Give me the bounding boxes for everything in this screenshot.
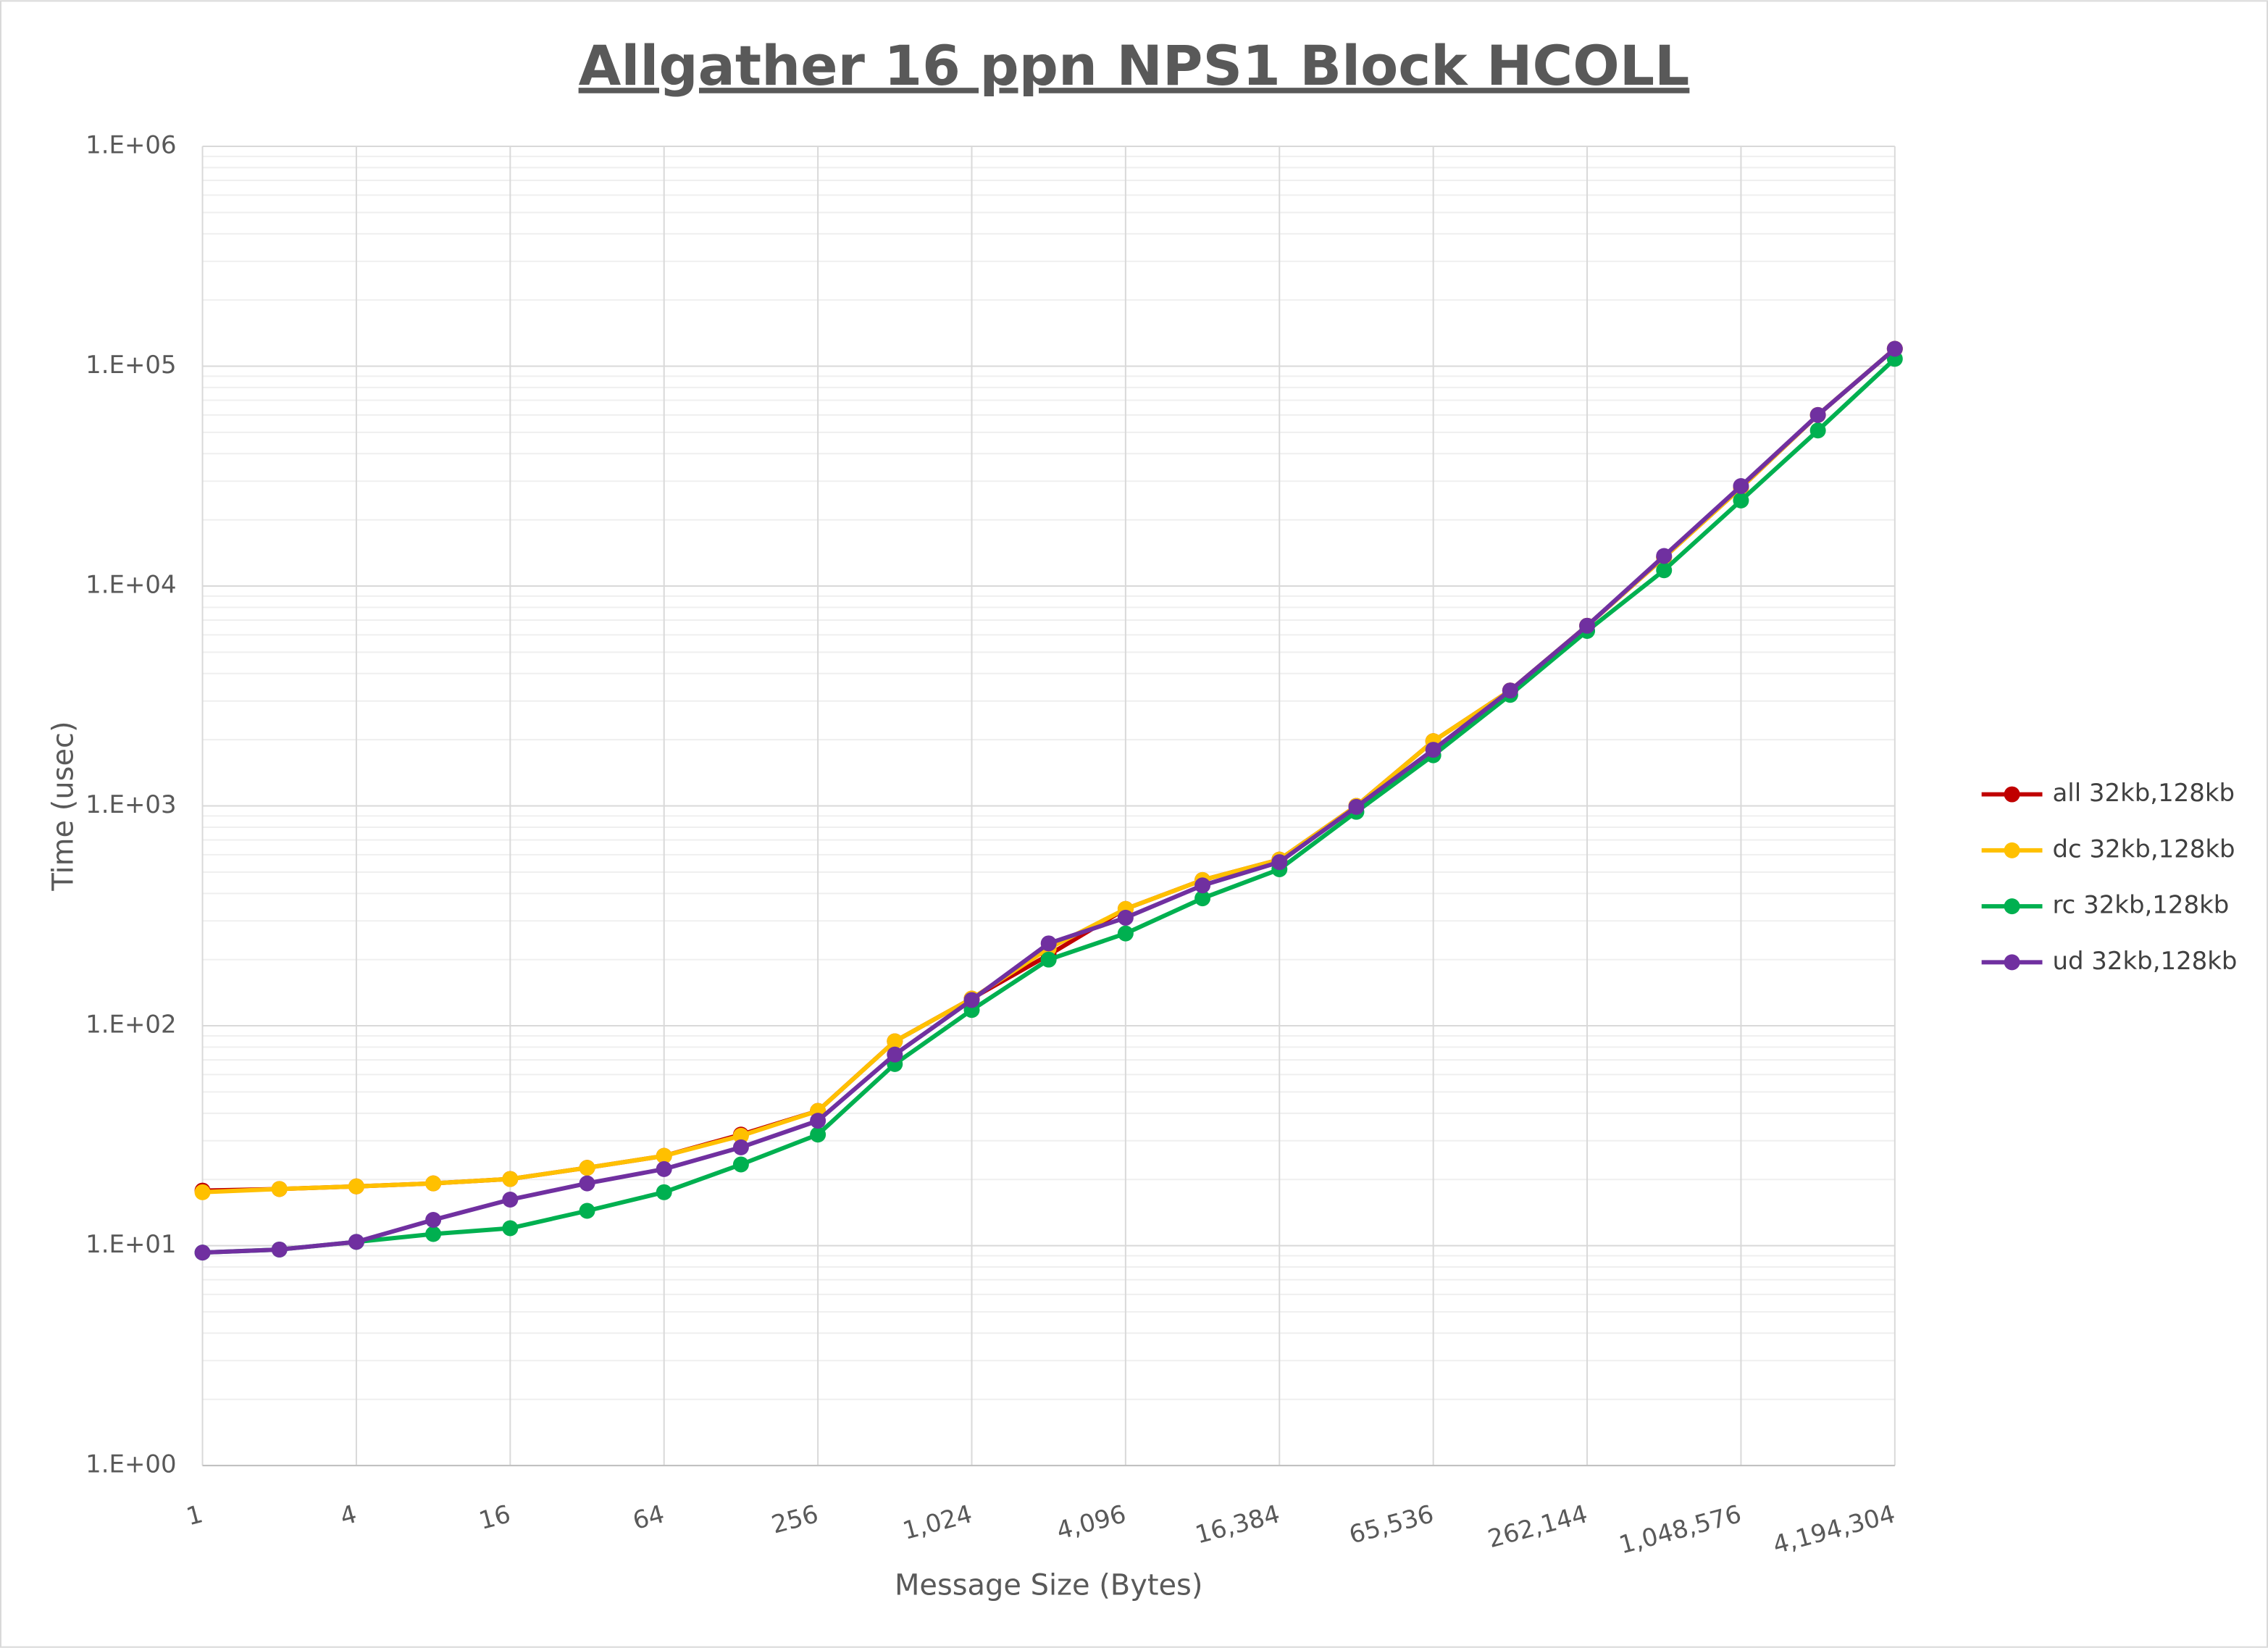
- legend-marker: [2004, 898, 2020, 915]
- data-point: [1809, 406, 1826, 423]
- data-point: [810, 1126, 827, 1143]
- data-point: [348, 1234, 364, 1250]
- data-point: [732, 1127, 749, 1144]
- data-point: [1040, 951, 1057, 968]
- y-tick-label: 1.E+05: [85, 351, 176, 380]
- chart-title: Allgather 16 ppn NPS1 Block HCOLL: [579, 34, 1690, 98]
- data-point: [887, 1033, 903, 1050]
- data-point: [425, 1211, 442, 1228]
- data-point: [732, 1156, 749, 1173]
- data-point: [579, 1202, 595, 1219]
- data-point: [1502, 682, 1518, 699]
- data-point: [425, 1226, 442, 1242]
- legend-marker: [2004, 842, 2020, 858]
- data-point: [1117, 925, 1134, 942]
- data-point: [1733, 477, 1749, 494]
- y-tick-label: 1.E+01: [85, 1230, 176, 1259]
- data-point: [963, 992, 980, 1008]
- legend-marker: [2004, 786, 2020, 803]
- data-point: [579, 1175, 595, 1192]
- data-point: [1348, 798, 1365, 815]
- data-point: [810, 1113, 827, 1129]
- data-point: [348, 1178, 364, 1195]
- legend-label: dc 32kb,128kb: [2052, 835, 2235, 863]
- data-point: [1040, 935, 1057, 952]
- data-point: [656, 1147, 672, 1164]
- data-point: [1425, 742, 1441, 758]
- legend-label: ud 32kb,128kb: [2052, 947, 2237, 976]
- data-point: [271, 1181, 288, 1197]
- x-axis-title: Message Size (Bytes): [895, 1568, 1202, 1602]
- data-point: [425, 1175, 442, 1192]
- data-point: [194, 1184, 211, 1200]
- series: [194, 340, 1903, 1261]
- y-axis-title: Time (usec): [46, 721, 80, 891]
- data-point: [1271, 854, 1288, 871]
- data-point: [579, 1160, 595, 1176]
- legend-label: rc 32kb,128kb: [2052, 891, 2229, 920]
- data-point: [1194, 890, 1211, 907]
- data-point: [656, 1160, 672, 1177]
- data-point: [502, 1220, 519, 1237]
- data-point: [1733, 492, 1749, 509]
- data-point: [1656, 548, 1673, 564]
- data-point: [732, 1139, 749, 1155]
- y-tick-label: 1.E+00: [85, 1450, 176, 1479]
- data-point: [1194, 877, 1211, 894]
- data-point: [1656, 562, 1673, 579]
- data-point: [194, 1245, 211, 1261]
- data-point: [1809, 422, 1826, 439]
- data-point: [502, 1171, 519, 1187]
- legend-marker: [2004, 954, 2020, 971]
- data-point: [1886, 340, 1903, 357]
- data-point: [887, 1046, 903, 1063]
- y-tick-label: 1.E+06: [85, 130, 176, 159]
- data-point: [1579, 617, 1596, 634]
- data-point: [656, 1184, 672, 1200]
- y-tick-label: 1.E+04: [85, 571, 176, 600]
- data-point: [1117, 909, 1134, 926]
- data-point: [502, 1191, 519, 1208]
- y-tick-label: 1.E+03: [85, 790, 176, 819]
- y-tick-label: 1.E+02: [85, 1011, 176, 1040]
- data-point: [271, 1241, 288, 1258]
- legend-label: all 32kb,128kb: [2052, 779, 2235, 808]
